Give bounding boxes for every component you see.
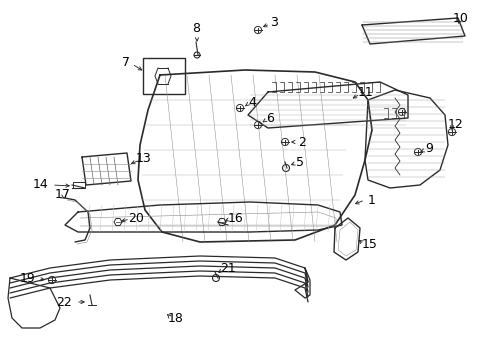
Text: 8: 8 <box>192 22 200 35</box>
Text: 7: 7 <box>122 55 130 68</box>
Text: 20: 20 <box>128 211 144 225</box>
Text: 1: 1 <box>368 194 376 207</box>
Text: 21: 21 <box>220 261 236 274</box>
Text: 19: 19 <box>19 271 35 284</box>
Bar <box>73 182 85 188</box>
Text: 16: 16 <box>228 211 244 225</box>
Text: 2: 2 <box>298 135 306 148</box>
Text: 11: 11 <box>358 85 374 99</box>
Text: 13: 13 <box>136 152 152 165</box>
Text: 17: 17 <box>55 189 71 202</box>
Text: 14: 14 <box>32 179 48 192</box>
Text: 12: 12 <box>448 118 464 131</box>
Text: 4: 4 <box>248 95 256 108</box>
Text: 18: 18 <box>168 311 184 324</box>
Text: 9: 9 <box>425 141 433 154</box>
Bar <box>143 58 185 94</box>
Text: 15: 15 <box>362 238 378 252</box>
Text: 22: 22 <box>56 296 72 309</box>
Text: 6: 6 <box>266 112 274 125</box>
Text: 5: 5 <box>296 156 304 168</box>
Text: 3: 3 <box>270 15 278 28</box>
Text: 10: 10 <box>453 12 469 24</box>
